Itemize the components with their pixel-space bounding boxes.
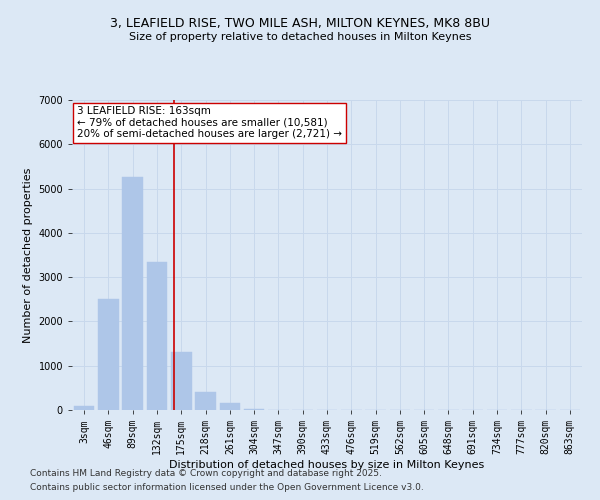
Bar <box>171 352 191 410</box>
Bar <box>146 262 167 410</box>
Bar <box>122 178 143 410</box>
Y-axis label: Number of detached properties: Number of detached properties <box>23 168 33 342</box>
Text: Contains public sector information licensed under the Open Government Licence v3: Contains public sector information licen… <box>30 484 424 492</box>
X-axis label: Distribution of detached houses by size in Milton Keynes: Distribution of detached houses by size … <box>169 460 485 470</box>
Bar <box>74 406 94 410</box>
Bar <box>98 300 119 410</box>
Text: Size of property relative to detached houses in Milton Keynes: Size of property relative to detached ho… <box>129 32 471 42</box>
Bar <box>220 404 240 410</box>
Text: 3, LEAFIELD RISE, TWO MILE ASH, MILTON KEYNES, MK8 8BU: 3, LEAFIELD RISE, TWO MILE ASH, MILTON K… <box>110 18 490 30</box>
Text: Contains HM Land Registry data © Crown copyright and database right 2025.: Contains HM Land Registry data © Crown c… <box>30 468 382 477</box>
Bar <box>244 408 265 410</box>
Text: 3 LEAFIELD RISE: 163sqm
← 79% of detached houses are smaller (10,581)
20% of sem: 3 LEAFIELD RISE: 163sqm ← 79% of detache… <box>77 106 342 140</box>
Bar <box>195 392 216 410</box>
